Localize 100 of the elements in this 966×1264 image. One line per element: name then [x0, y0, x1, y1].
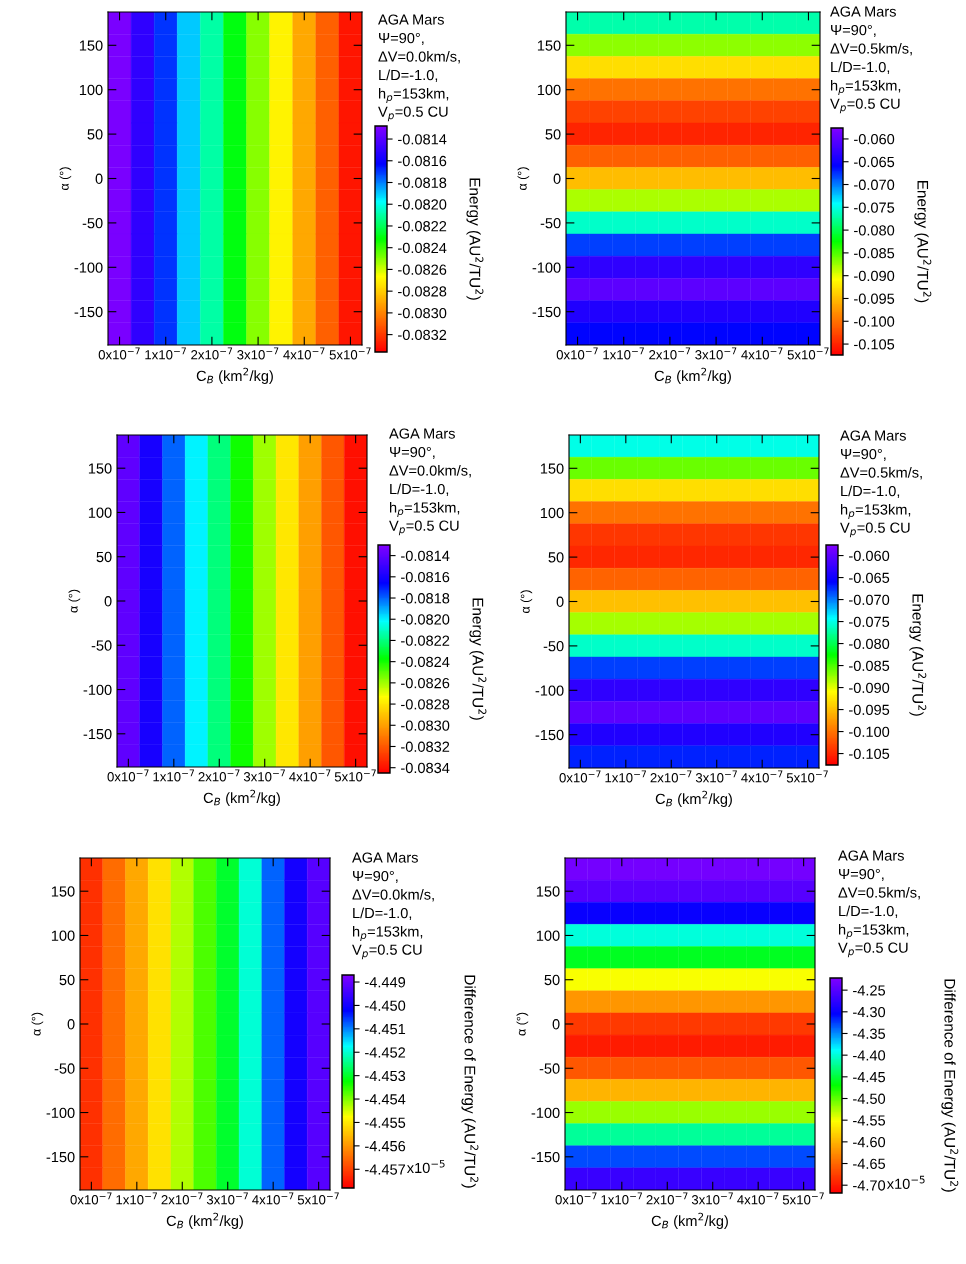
y-tick-label: 150 — [536, 886, 560, 897]
color-bar-label: -0.0828 — [398, 286, 447, 297]
y-tick-label: 0 — [67, 1019, 75, 1030]
y-tick-label: 150 — [79, 40, 103, 51]
text: ΔV=0.5km/s, — [838, 887, 920, 900]
x-tick-label: 1x10$^{−7}$ — [603, 347, 644, 360]
y-tick-label: 100 — [51, 930, 75, 941]
color-bar-label: -0.0832 — [398, 329, 447, 341]
x-tick-label: 4x10$^{−7}$ — [737, 1192, 779, 1205]
text: ΔV=0.0km/s, — [352, 889, 434, 902]
color-bar-label: -0.095 — [854, 293, 895, 304]
text: AGA Mars — [378, 14, 444, 25]
x-axis-title: C$_{B}$ (km$^{2}$/kg) — [196, 367, 273, 384]
x-tick-label: 2x10$^{−7}$ — [646, 1192, 688, 1205]
x-axis-title: C$_{B}$ (km$^{2}$/kg) — [655, 790, 732, 807]
y-axis-title: α (°) — [68, 589, 81, 613]
x-tick-label: 0x10$^{−7}$ — [70, 1192, 112, 1205]
y-tick-label: -100 — [535, 685, 564, 696]
x-tick-label: 3x10$^{−7}$ — [695, 347, 737, 360]
color-bar-label: -0.0828 — [401, 699, 450, 710]
color-bar-label: -4.65 — [853, 1158, 886, 1169]
x-tick-label: 2x10$^{−7}$ — [649, 347, 691, 360]
y-tick-label: 150 — [540, 463, 564, 474]
y-tick-label: 50 — [545, 129, 561, 140]
color-bar-label: -0.105 — [849, 748, 890, 759]
text: V$_{p}$=0.5 CU — [378, 106, 448, 122]
text: V$_{p}$=0.5 CU — [840, 522, 910, 538]
color-bar-label: -0.0816 — [401, 571, 450, 583]
color-bar-label: -0.0820 — [401, 614, 450, 625]
x-tick-label: 0x10$^{−7}$ — [98, 347, 140, 360]
y-tick-label: -50 — [543, 641, 564, 652]
x-axis-title: C$_{B}$ (km$^{2}$/kg) — [654, 367, 731, 384]
color-bar-label: -0.0816 — [398, 155, 447, 167]
text: ΔV=0.0km/s, — [378, 51, 460, 64]
color-bar-title: Energy (AU$^{2}$/TU$^{2}$) — [909, 594, 927, 716]
color-bar-title: Energy (AU$^{2}$/TU$^{2}$) — [466, 178, 484, 300]
y-tick-label: 0 — [552, 1019, 560, 1030]
x-tick-label: 1x10$^{−7}$ — [153, 769, 195, 782]
color-bar-label: -0.090 — [849, 682, 890, 693]
x-tick-label: 2x10$^{−7}$ — [161, 1192, 203, 1205]
text: Ψ=90°, — [839, 868, 884, 881]
y-axis-title: α (°) — [59, 167, 72, 190]
color-bar-label: -0.0834 — [401, 762, 450, 774]
text: V$_{p}$=0.5 CU — [352, 944, 422, 960]
color-bar-label: -4.451 — [365, 1024, 406, 1035]
y-tick-label: -100 — [74, 262, 103, 273]
color-bar-label: -4.456 — [365, 1140, 406, 1152]
x-tick-label: 5x10$^{−7}$ — [334, 769, 376, 782]
text: x10$^{−5}$ — [886, 1175, 925, 1190]
y-axis-title: α (°) — [520, 590, 533, 613]
text: Ψ=90°, — [841, 448, 886, 461]
text: AGA Mars — [838, 850, 904, 861]
x-tick-label: 5x10$^{−7}$ — [786, 770, 828, 783]
x-axis-title: C$_{B}$ (km$^{2}$/kg) — [203, 789, 280, 806]
text: AGA Mars — [389, 428, 455, 439]
x-axis-title: C$_{B}$ (km$^{2}$/kg) — [166, 1212, 243, 1229]
text: x10$^{−5}$ — [406, 1159, 445, 1174]
color-bar-title: Difference of Energy (AU$^{2}$/TU$^{2}$) — [461, 975, 479, 1188]
y-tick-label: 0 — [95, 173, 103, 184]
color-bar-label: -0.0824 — [398, 242, 447, 254]
color-bar-label: -0.0820 — [398, 199, 447, 210]
y-tick-label: 50 — [87, 129, 103, 140]
x-tick-label: 4x10$^{−7}$ — [289, 769, 331, 782]
text: Ψ=90°, — [831, 24, 876, 37]
color-bar-label: -0.060 — [849, 550, 890, 561]
color-bar-title: Energy (AU$^{2}$/TU$^{2}$) — [914, 181, 932, 303]
text: L/D=-1.0, — [379, 69, 438, 82]
color-bar-label: -4.55 — [853, 1115, 886, 1126]
color-bar-label: -4.30 — [853, 1006, 886, 1018]
y-tick-label: 100 — [79, 84, 103, 96]
color-bar-label: -0.075 — [854, 202, 895, 213]
x-tick-label: 3x10$^{−7}$ — [237, 347, 279, 360]
x-tick-label: 3x10$^{−7}$ — [206, 1192, 248, 1205]
x-tick-label: 2x10$^{−7}$ — [198, 769, 240, 782]
color-bar-label: -0.0822 — [401, 635, 450, 646]
x-tick-label: 4x10$^{−7}$ — [741, 770, 783, 783]
color-bar-label: -0.065 — [854, 156, 895, 168]
y-axis-title: α (°) — [31, 1012, 44, 1036]
text: AGA Mars — [830, 6, 896, 17]
x-tick-label: 3x10$^{−7}$ — [695, 770, 737, 783]
color-bar-label: -4.457 — [365, 1164, 406, 1175]
color-bar-label: -0.095 — [849, 704, 890, 715]
y-tick-label: 50 — [96, 551, 112, 563]
x-tick-label: 2x10$^{−7}$ — [191, 347, 233, 360]
y-axis-title: α (°) — [516, 1012, 529, 1036]
color-bar-label: -4.60 — [853, 1136, 886, 1148]
y-tick-label: 50 — [544, 974, 560, 986]
color-bar-label: -0.0814 — [401, 550, 450, 562]
color-bar-title: Energy (AU$^{2}$/TU$^{2}$) — [469, 598, 487, 720]
color-bar-label: -4.450 — [365, 1000, 406, 1011]
text: L/D=-1.0, — [841, 485, 900, 498]
x-tick-label: 4x10$^{−7}$ — [283, 347, 325, 360]
color-bar-label: -0.085 — [854, 248, 895, 259]
color-bar-label: -0.100 — [849, 726, 890, 737]
y-tick-label: -150 — [83, 728, 112, 740]
color-bar-label: -4.454 — [365, 1094, 406, 1105]
color-bar-label: -0.0830 — [401, 720, 450, 731]
color-bar-label: -0.080 — [849, 638, 890, 649]
text: Ψ=90°, — [379, 32, 424, 45]
x-tick-label: 5x10$^{−7}$ — [329, 347, 371, 360]
